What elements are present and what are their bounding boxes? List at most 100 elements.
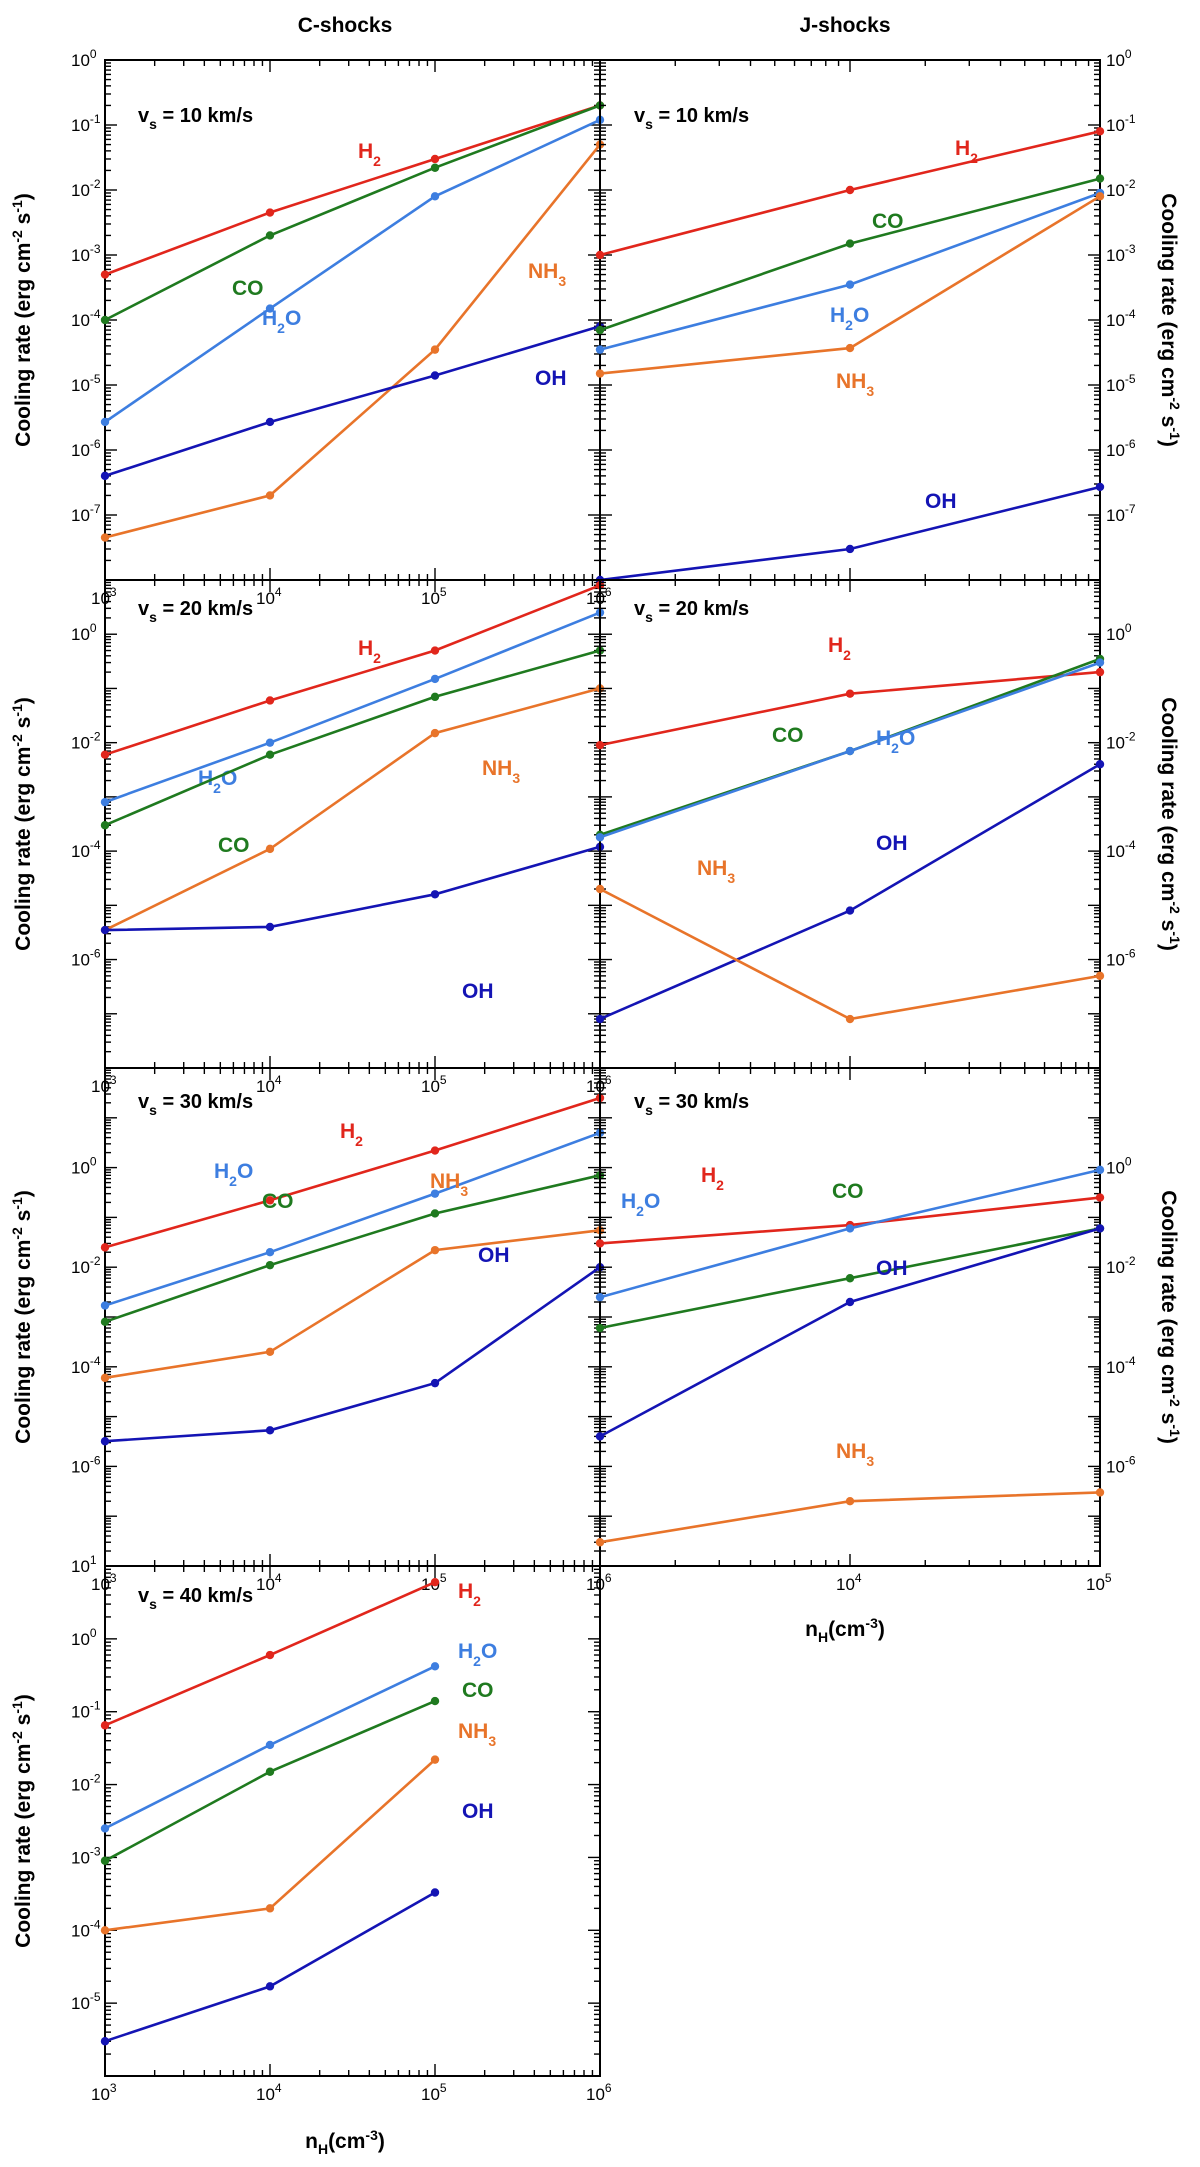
- data-point-oh: [265, 1982, 275, 1991]
- y-tick-label: 10-2: [71, 1772, 101, 1795]
- data-point-h2o: [430, 192, 440, 201]
- y-axis-label: Cooling rate (erg cm-2 s-1): [9, 697, 35, 951]
- data-point-nh3: [100, 1373, 110, 1383]
- y-tick-label: 100: [1106, 47, 1132, 70]
- y-axis-label: Cooling rate (erg cm-2 s-1): [9, 1190, 35, 1444]
- x-tick-label: 105: [421, 585, 447, 608]
- series-line-co: [104, 104, 601, 322]
- data-point-h2o: [1095, 1165, 1105, 1175]
- series-label-nh3: NH3: [458, 1720, 496, 1749]
- series-label-h2: H2: [828, 634, 851, 663]
- panel-c30: 10-6 10-4 10-2 100 103 104 105 106 Cooling rate …: [9, 1067, 612, 1594]
- series-label-h2o: H2O: [621, 1190, 660, 1219]
- series-label-oh: OH: [462, 1800, 494, 1823]
- x-tick-label: 104: [256, 2081, 282, 2104]
- panel-j10: 10-7 10-6 10-5 10-4 10-3 10-2 10-1 100 Cooling r…: [595, 47, 1183, 585]
- series-line-oh: [599, 1227, 1101, 1438]
- series-line-h2: [104, 1096, 601, 1249]
- data-point-oh: [430, 890, 440, 899]
- data-point-nh3: [1095, 971, 1105, 981]
- column-title-c-shocks: C-shocks: [298, 14, 393, 37]
- data-point-h2: [595, 740, 605, 750]
- data-point-h2: [430, 646, 440, 655]
- data-point-oh: [845, 1297, 855, 1307]
- y-tick-label: 10-2: [71, 730, 101, 753]
- y-tick-label: 10-4: [1106, 1354, 1136, 1377]
- data-point-co: [430, 163, 440, 172]
- series-line-nh3: [104, 687, 601, 932]
- y-tick-label: 10-2: [1106, 1254, 1136, 1277]
- data-point-oh: [100, 2037, 110, 2046]
- series-line-h2: [599, 670, 1101, 747]
- data-point-oh: [430, 1378, 440, 1388]
- data-point-oh: [845, 544, 855, 554]
- series-label-h2: H2: [358, 140, 381, 169]
- series-label-co: CO: [462, 1679, 494, 1702]
- data-point-h2o: [265, 304, 275, 313]
- data-point-nh3: [265, 1904, 275, 1913]
- data-point-h2: [845, 689, 855, 698]
- data-point-nh3: [1095, 192, 1105, 201]
- data-point-co: [265, 750, 275, 759]
- data-point-co: [430, 1209, 440, 1218]
- data-point-co: [845, 1274, 855, 1283]
- data-point-co: [265, 1767, 275, 1776]
- data-point-h2o: [430, 674, 440, 684]
- data-point-nh3: [595, 1538, 605, 1547]
- y-tick-label: 10-6: [1106, 947, 1136, 970]
- series-label-h2o: H2O: [876, 727, 915, 756]
- series-label-h2: H2: [458, 1580, 481, 1609]
- series-line-oh: [104, 325, 601, 478]
- series-line-h2: [599, 1196, 1101, 1245]
- data-point-co: [100, 1317, 110, 1327]
- series-line-nh3: [104, 1229, 601, 1380]
- x-tick-label: 106: [586, 2081, 612, 2104]
- y-tick-label: 10-6: [71, 947, 101, 970]
- data-point-h2: [430, 1146, 440, 1155]
- data-point-nh3: [1095, 1488, 1105, 1497]
- data-point-h2: [265, 208, 275, 217]
- y-tick-label: 101: [71, 1553, 97, 1576]
- data-point-oh: [100, 1437, 110, 1446]
- series-line-oh: [599, 763, 1101, 1021]
- data-point-nh3: [430, 1755, 440, 1764]
- series-line-h2o: [104, 611, 601, 804]
- panel-frame: [104, 59, 601, 581]
- data-point-h2o: [100, 417, 110, 427]
- panel-c20: 10-6 10-4 10-2 100 103 104 105 106 Cooling rate …: [9, 579, 612, 1096]
- series-line-oh: [104, 1266, 601, 1443]
- series-label-oh: OH: [925, 490, 957, 513]
- series-label-co: CO: [262, 1190, 294, 1213]
- panel-frame: [599, 1067, 1101, 1567]
- series-label-nh3: NH3: [430, 1170, 468, 1199]
- series-label-nh3: NH3: [528, 260, 566, 289]
- data-point-oh: [1095, 482, 1105, 492]
- data-point-oh: [100, 471, 110, 481]
- y-tick-label: 10-2: [71, 177, 101, 200]
- data-point-oh: [595, 1014, 605, 1024]
- y-tick-label: 10-5: [71, 1990, 101, 2013]
- data-point-nh3: [430, 1245, 440, 1255]
- series-label-h2o: H2O: [262, 307, 301, 336]
- data-point-h2: [1095, 667, 1105, 677]
- data-point-h2o: [100, 797, 110, 807]
- series-label-h2o: H2O: [214, 1160, 253, 1189]
- series-line-co: [104, 649, 601, 827]
- data-point-co: [1095, 174, 1105, 183]
- series-label-h2: H2: [358, 637, 381, 666]
- y-tick-label: 100: [1106, 1155, 1132, 1178]
- y-tick-label: 10-1: [71, 112, 101, 135]
- series-line-co: [104, 1174, 601, 1324]
- data-point-nh3: [595, 369, 605, 378]
- shock-velocity-label: vs = 30 km/s: [634, 1091, 749, 1118]
- y-tick-label: 10-2: [1106, 177, 1136, 200]
- series-line-co: [599, 177, 1101, 332]
- x-tick-label: 106: [586, 1073, 612, 1096]
- data-point-oh: [100, 925, 110, 935]
- data-point-nh3: [845, 343, 855, 353]
- y-tick-label: 10-6: [71, 437, 101, 460]
- data-point-h2: [1095, 127, 1105, 136]
- y-tick-label: 10-2: [71, 1254, 101, 1277]
